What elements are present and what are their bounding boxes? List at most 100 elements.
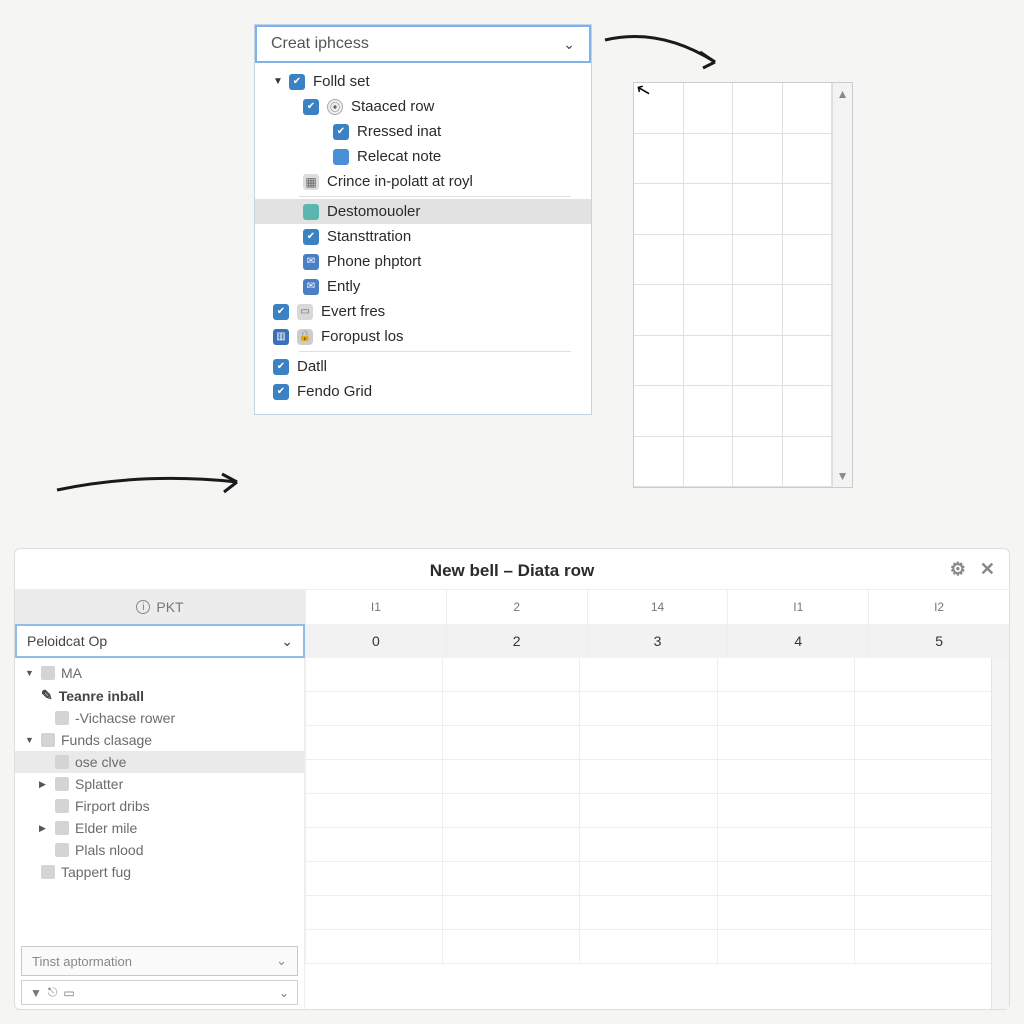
sheet-cell[interactable] xyxy=(854,760,991,794)
side-tree-item[interactable]: -Vichacse rower xyxy=(15,707,304,729)
grid-cell[interactable] xyxy=(733,285,783,336)
grid-cell[interactable] xyxy=(733,134,783,185)
sheet-cell[interactable] xyxy=(305,930,442,964)
tree-item[interactable]: Ently xyxy=(255,274,591,299)
sheet-cell[interactable] xyxy=(717,726,854,760)
tree-item[interactable]: Staaced row xyxy=(255,94,591,119)
creat-dropdown-header[interactable]: Creat iphcess ⌄ xyxy=(255,25,591,63)
grid-cell[interactable] xyxy=(634,437,684,488)
close-icon[interactable]: ✕ xyxy=(980,559,995,580)
grid-cell[interactable] xyxy=(733,83,783,134)
sheet-cell[interactable] xyxy=(442,658,579,692)
side-tree-item[interactable]: ▶Elder mile xyxy=(15,817,304,839)
sheet-cell[interactable] xyxy=(305,896,442,930)
grid-cell[interactable] xyxy=(684,235,734,286)
side-tree-item[interactable]: Firport dribs xyxy=(15,795,304,817)
sheet-cell[interactable] xyxy=(579,726,716,760)
sheet-scrollbar[interactable] xyxy=(991,658,1009,1009)
column-header[interactable]: I1 xyxy=(727,590,868,624)
sheet-cell[interactable] xyxy=(854,828,991,862)
grid-cell[interactable] xyxy=(733,336,783,387)
sheet-cell[interactable] xyxy=(717,930,854,964)
sheet-cell[interactable] xyxy=(717,658,854,692)
sheet-cell[interactable] xyxy=(579,896,716,930)
grid-cell[interactable] xyxy=(783,235,833,286)
sheet-cell[interactable] xyxy=(442,828,579,862)
side-tree-item[interactable]: ▼Funds clasage xyxy=(15,729,304,751)
sheet-cell[interactable] xyxy=(442,794,579,828)
sheet-cell[interactable] xyxy=(442,930,579,964)
tree-item[interactable]: Evert fres xyxy=(255,299,591,324)
scroll-up-icon[interactable]: ▲ xyxy=(833,83,853,105)
grid-cell[interactable] xyxy=(783,134,833,185)
column-header[interactable]: I1 xyxy=(305,590,446,624)
grid-cell[interactable] xyxy=(634,386,684,437)
mini-grid-scrollbar[interactable]: ▲ ▼ xyxy=(832,83,852,487)
grid-cell[interactable] xyxy=(733,184,783,235)
sheet-cell[interactable] xyxy=(579,658,716,692)
grid-cell[interactable] xyxy=(783,437,833,488)
grid-cell[interactable] xyxy=(634,235,684,286)
grid-cell[interactable] xyxy=(733,235,783,286)
grid-cell[interactable] xyxy=(634,336,684,387)
grid-cell[interactable] xyxy=(634,134,684,185)
sheet-cell[interactable] xyxy=(854,930,991,964)
sheet-cell[interactable] xyxy=(579,760,716,794)
tree-item[interactable]: Relecat note xyxy=(255,144,591,169)
sheet-cell[interactable] xyxy=(442,692,579,726)
sheet-cell[interactable] xyxy=(854,896,991,930)
sheet-cell[interactable] xyxy=(305,726,442,760)
sheet-cell[interactable] xyxy=(305,862,442,896)
sheet-cell[interactable] xyxy=(305,828,442,862)
grid-cell[interactable] xyxy=(783,386,833,437)
sheet-cell[interactable] xyxy=(717,760,854,794)
sheet-cell[interactable] xyxy=(717,794,854,828)
side-tree-item[interactable]: ose clve xyxy=(15,751,304,773)
grid-cell[interactable] xyxy=(684,437,734,488)
grid-cell[interactable] xyxy=(733,386,783,437)
mini-grid-cells[interactable] xyxy=(634,83,832,487)
grid-cell[interactable] xyxy=(783,83,833,134)
sheet-cell[interactable] xyxy=(305,760,442,794)
scroll-down-icon[interactable]: ▼ xyxy=(833,465,853,487)
tree-item[interactable]: Datll xyxy=(255,354,591,379)
column-header[interactable]: I2 xyxy=(868,590,1009,624)
grid-cell[interactable] xyxy=(684,134,734,185)
side-tree-item[interactable]: ▶Splatter xyxy=(15,773,304,795)
sheet-cell[interactable] xyxy=(305,658,442,692)
column-header[interactable]: 2 xyxy=(446,590,587,624)
sheet-cell[interactable] xyxy=(442,862,579,896)
side-tree-item[interactable]: ▼MA xyxy=(15,662,304,684)
sheet-cell[interactable] xyxy=(305,794,442,828)
side-tree-item[interactable]: Tappert fug xyxy=(15,861,304,883)
sheet-cell[interactable] xyxy=(854,658,991,692)
tree-item[interactable]: ▼Folld set xyxy=(255,69,591,94)
tree-item[interactable]: Rressed inat xyxy=(255,119,591,144)
tree-item[interactable]: Crince in-polatt at royl xyxy=(255,169,591,194)
sheet-cell[interactable] xyxy=(717,692,854,726)
grid-cell[interactable] xyxy=(684,83,734,134)
grid-cell[interactable] xyxy=(684,386,734,437)
side-tree-item[interactable]: ✎Teanre inball xyxy=(15,684,304,707)
tree-item[interactable]: Phone phptort xyxy=(255,249,591,274)
sheet-cell[interactable] xyxy=(854,692,991,726)
sheet-cell[interactable] xyxy=(305,692,442,726)
gear-icon[interactable]: ⚙ xyxy=(950,559,966,580)
sheet-cell[interactable] xyxy=(442,760,579,794)
peloidcat-select[interactable]: Peloidcat Op ⌄ xyxy=(15,624,305,658)
sheet-cell[interactable] xyxy=(717,828,854,862)
sheet-cell[interactable] xyxy=(579,794,716,828)
tree-item[interactable]: Destomouoler xyxy=(255,199,591,224)
grid-cell[interactable] xyxy=(783,184,833,235)
sheet-cell[interactable] xyxy=(579,862,716,896)
grid-cell[interactable] xyxy=(684,184,734,235)
sheet-cell[interactable] xyxy=(579,828,716,862)
sheet-cell[interactable] xyxy=(717,862,854,896)
grid-cell[interactable] xyxy=(783,285,833,336)
tree-item[interactable]: Foropust los xyxy=(255,324,591,349)
grid-cell[interactable] xyxy=(783,336,833,387)
sheet-grid[interactable] xyxy=(305,658,991,1009)
side-tree-item[interactable]: Plals nlood xyxy=(15,839,304,861)
bottom-mini-select[interactable]: ▼ ⎋ ▭ ⌄ xyxy=(21,980,298,1005)
grid-cell[interactable] xyxy=(733,437,783,488)
